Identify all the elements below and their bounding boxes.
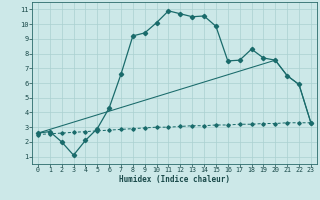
X-axis label: Humidex (Indice chaleur): Humidex (Indice chaleur) <box>119 175 230 184</box>
